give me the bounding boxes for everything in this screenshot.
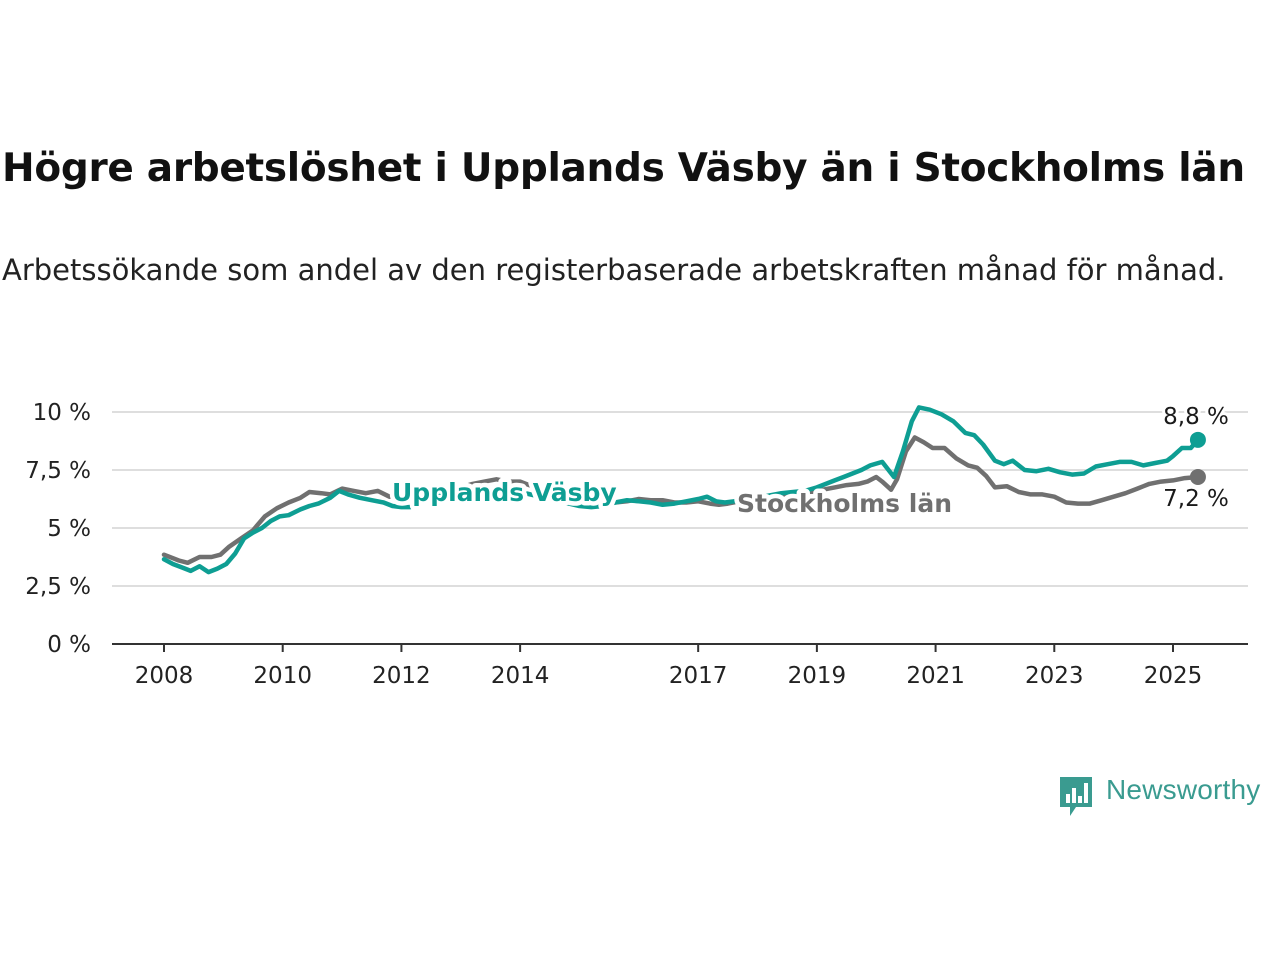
newsworthy-logo: Newsworthy <box>1058 774 1278 818</box>
series-label-stockholms-lan: Stockholms län <box>737 489 952 518</box>
y-tick-label: 2,5 % <box>25 574 91 600</box>
x-tick-label: 2021 <box>906 663 965 689</box>
end-label-stockholms-lan: 7,2 % <box>1163 486 1229 512</box>
series-endpoint <box>1189 468 1206 485</box>
series-line-upplands-väsby <box>161 405 1201 575</box>
grid-lines <box>112 411 1248 587</box>
y-tick-label: 0 % <box>47 632 91 658</box>
x-tick-label: 2008 <box>135 663 194 689</box>
brand-name: Newsworthy <box>1106 774 1261 805</box>
x-tick-label: 2014 <box>491 663 550 689</box>
series-labels: Upplands Väsby Stockholms län 8,8 % 7,2 % <box>388 401 1232 523</box>
x-tick-label: 2012 <box>372 663 431 689</box>
y-tick-label: 5 % <box>47 516 91 542</box>
series-lines <box>161 405 1206 575</box>
x-tick-label: 2025 <box>1144 663 1203 689</box>
x-tick-label: 2019 <box>788 663 847 689</box>
newsworthy-logo-icon <box>1060 777 1092 816</box>
x-tick-label: 2023 <box>1025 663 1084 689</box>
series-endpoint <box>1189 431 1206 448</box>
end-label-upplands-vasby: 8,8 % <box>1163 404 1229 430</box>
y-tick-label: 10 % <box>33 400 91 426</box>
chart-title: Högre arbetslöshet i Upplands Väsby än i… <box>2 146 1245 191</box>
axes: 0 % 2,5 % 5 % 7,5 % 10 % 2008 2010 2012 2014 2017… <box>25 400 1248 689</box>
x-tick-label: 2010 <box>253 663 312 689</box>
series-label-upplands-vasby: Upplands Väsby <box>392 478 617 507</box>
y-tick-label: 7,5 % <box>25 458 91 484</box>
x-tick-label: 2017 <box>669 663 728 689</box>
line-chart: 0 % 2,5 % 5 % 7,5 % 10 % 2008 2010 2012 2014 2017… <box>25 400 1248 689</box>
chart-subtitle: Arbetssökande som andel av den registerb… <box>2 253 1226 287</box>
